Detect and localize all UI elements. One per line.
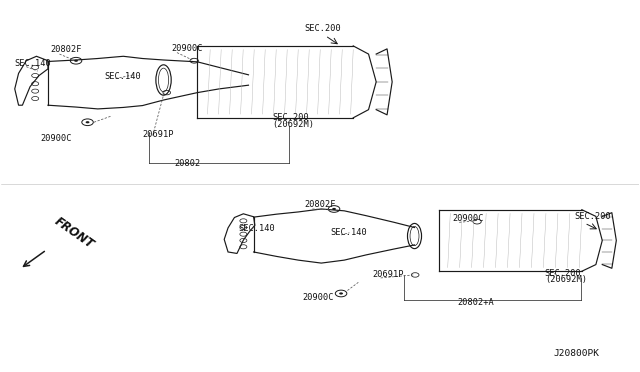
Text: 20900C: 20900C — [302, 294, 333, 302]
Text: 20802F: 20802F — [51, 45, 82, 54]
Text: 20900C: 20900C — [453, 214, 484, 223]
Text: 20802F: 20802F — [305, 200, 336, 209]
Text: (20692M): (20692M) — [545, 275, 587, 284]
Circle shape — [339, 292, 343, 295]
Text: SEC.140: SEC.140 — [105, 73, 141, 81]
Circle shape — [74, 60, 78, 62]
Text: SEC.140: SEC.140 — [238, 224, 275, 233]
Text: 20900C: 20900C — [172, 44, 204, 52]
Text: SEC.200: SEC.200 — [305, 24, 341, 33]
Text: J20800PK: J20800PK — [554, 349, 600, 358]
Text: 20691P: 20691P — [372, 270, 404, 279]
Text: FRONT: FRONT — [52, 215, 96, 251]
Circle shape — [332, 208, 336, 210]
Text: 20802+A: 20802+A — [458, 298, 494, 307]
Text: SEC.140: SEC.140 — [330, 228, 367, 237]
Text: 20900C: 20900C — [40, 134, 72, 143]
Text: 20691P: 20691P — [143, 129, 174, 138]
Text: (20692M): (20692M) — [273, 119, 315, 129]
Text: SEC.200: SEC.200 — [273, 113, 310, 122]
Text: 20802: 20802 — [174, 159, 201, 168]
Text: SEC.200: SEC.200 — [574, 212, 611, 221]
Text: SEC.200: SEC.200 — [545, 269, 582, 278]
Text: SEC.140: SEC.140 — [15, 59, 51, 68]
Circle shape — [86, 121, 90, 124]
